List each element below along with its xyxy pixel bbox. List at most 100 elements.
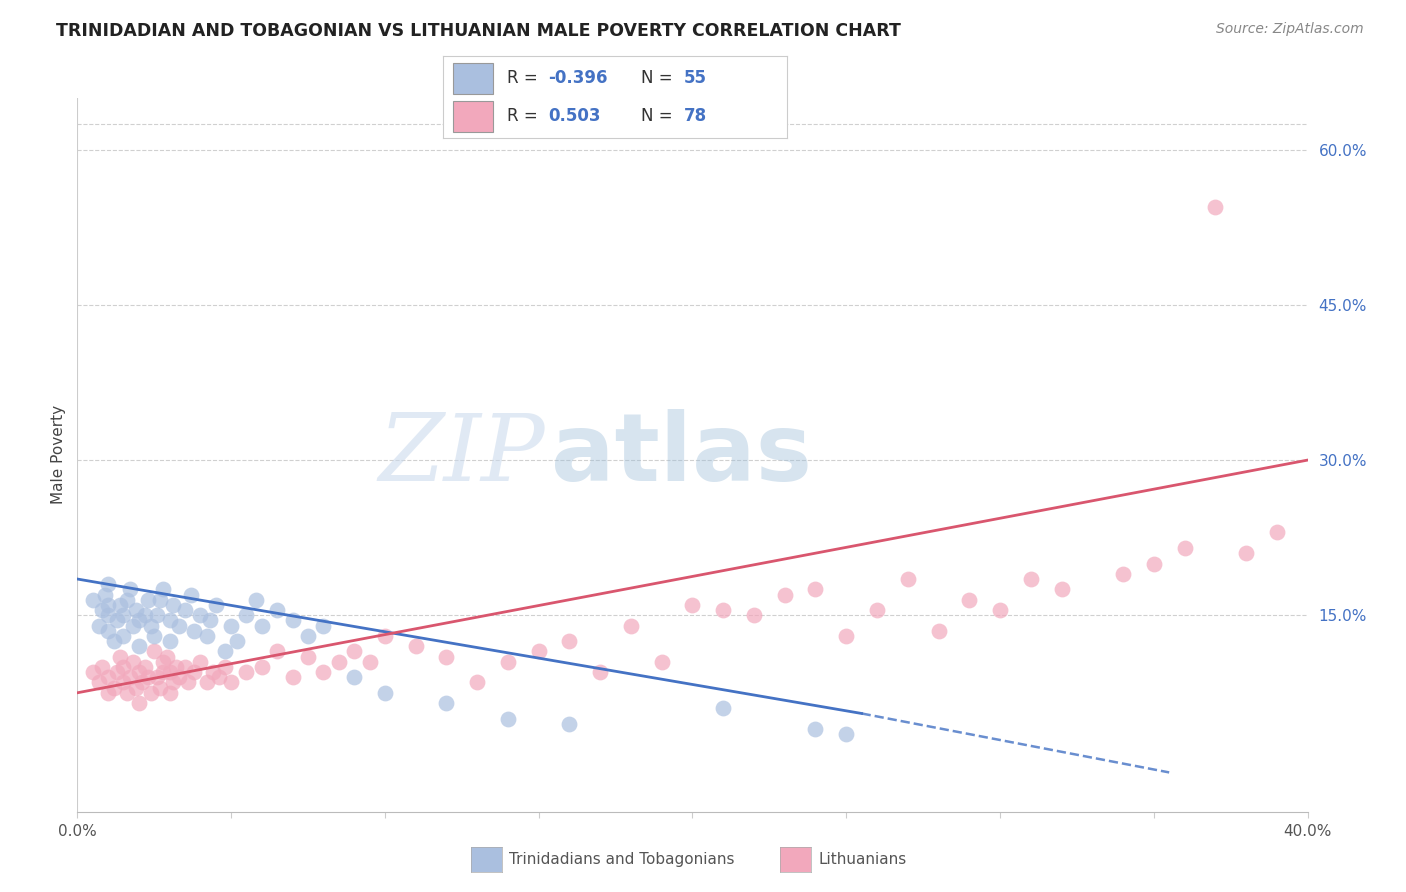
- Point: [328, 655, 350, 669]
- Text: Trinidadians and Tobagonians: Trinidadians and Tobagonians: [509, 853, 734, 867]
- Point: [167, 670, 190, 684]
- Point: [174, 660, 197, 674]
- Point: [97, 577, 120, 591]
- Point: [183, 665, 205, 679]
- Point: [297, 649, 319, 664]
- Point: [141, 686, 163, 700]
- Point: [1265, 525, 1288, 540]
- Point: [87, 675, 110, 690]
- Point: [149, 592, 172, 607]
- Point: [103, 634, 125, 648]
- Point: [112, 608, 135, 623]
- Text: R =: R =: [506, 70, 543, 87]
- Point: [297, 629, 319, 643]
- Text: ZIP: ZIP: [378, 410, 546, 500]
- Point: [343, 670, 366, 684]
- Point: [195, 675, 218, 690]
- Point: [118, 582, 141, 597]
- Point: [374, 629, 396, 643]
- Point: [208, 670, 231, 684]
- Point: [1174, 541, 1197, 555]
- Point: [146, 608, 169, 623]
- Point: [134, 608, 156, 623]
- Point: [214, 660, 236, 674]
- Point: [152, 582, 174, 597]
- FancyBboxPatch shape: [453, 101, 494, 132]
- Text: 0.503: 0.503: [548, 107, 600, 125]
- Point: [105, 665, 128, 679]
- Point: [128, 696, 150, 710]
- Point: [125, 603, 148, 617]
- Point: [374, 686, 396, 700]
- Point: [152, 655, 174, 669]
- Point: [87, 618, 110, 632]
- Point: [149, 681, 172, 695]
- Point: [651, 655, 673, 669]
- Point: [742, 608, 765, 623]
- Point: [496, 655, 519, 669]
- Point: [162, 598, 184, 612]
- Point: [198, 614, 221, 628]
- Point: [143, 644, 166, 658]
- Text: 78: 78: [685, 107, 707, 125]
- Point: [343, 644, 366, 658]
- Point: [1112, 566, 1135, 581]
- Point: [214, 644, 236, 658]
- Point: [558, 716, 581, 731]
- Point: [250, 618, 273, 632]
- Point: [136, 670, 159, 684]
- Point: [226, 634, 249, 648]
- Point: [188, 655, 212, 669]
- Text: TRINIDADIAN AND TOBAGONIAN VS LITHUANIAN MALE POVERTY CORRELATION CHART: TRINIDADIAN AND TOBAGONIAN VS LITHUANIAN…: [56, 22, 901, 40]
- Point: [159, 634, 181, 648]
- Point: [250, 660, 273, 674]
- Point: [159, 686, 181, 700]
- Point: [180, 588, 202, 602]
- Point: [201, 665, 224, 679]
- Point: [204, 598, 226, 612]
- Point: [177, 675, 200, 690]
- Point: [112, 629, 135, 643]
- Text: N =: N =: [641, 70, 678, 87]
- Point: [128, 665, 150, 679]
- Point: [405, 639, 427, 653]
- Point: [312, 665, 335, 679]
- Point: [174, 603, 197, 617]
- Point: [152, 665, 174, 679]
- Point: [281, 670, 304, 684]
- Point: [125, 681, 148, 695]
- Point: [866, 603, 889, 617]
- Point: [82, 592, 104, 607]
- Point: [835, 629, 858, 643]
- Point: [235, 608, 257, 623]
- Point: [121, 618, 143, 632]
- FancyBboxPatch shape: [453, 62, 494, 94]
- Point: [773, 588, 796, 602]
- Point: [436, 649, 458, 664]
- Text: 55: 55: [685, 70, 707, 87]
- Point: [105, 614, 128, 628]
- Point: [115, 686, 138, 700]
- Point: [112, 675, 135, 690]
- Text: atlas: atlas: [551, 409, 813, 501]
- Point: [90, 603, 114, 617]
- Y-axis label: Male Poverty: Male Poverty: [51, 405, 66, 505]
- Point: [1234, 546, 1257, 560]
- Point: [128, 614, 150, 628]
- Point: [682, 598, 704, 612]
- Point: [159, 665, 181, 679]
- Point: [141, 618, 163, 632]
- Point: [112, 660, 135, 674]
- Point: [165, 660, 187, 674]
- Point: [131, 675, 153, 690]
- Point: [103, 681, 125, 695]
- Point: [1050, 582, 1073, 597]
- Point: [266, 644, 288, 658]
- Point: [97, 670, 120, 684]
- Text: Source: ZipAtlas.com: Source: ZipAtlas.com: [1216, 22, 1364, 37]
- Text: -0.396: -0.396: [548, 70, 607, 87]
- Point: [128, 639, 150, 653]
- Point: [558, 634, 581, 648]
- Point: [804, 722, 827, 736]
- Point: [312, 618, 335, 632]
